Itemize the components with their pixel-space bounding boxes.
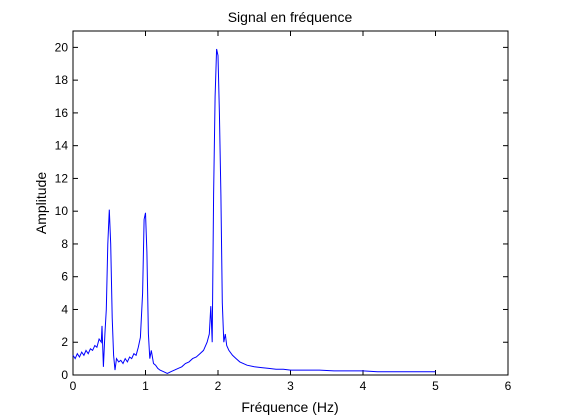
y-axis: 0 2 4 6 8 10 12 14 16 18 20 (55, 40, 508, 382)
y-tick-label: 12 (55, 171, 69, 185)
x-axis-label: Fréquence (Hz) (241, 399, 338, 415)
x-tick-label: 3 (287, 379, 294, 393)
y-tick-label: 18 (55, 73, 69, 87)
x-tick-label: 0 (70, 379, 77, 393)
x-tick-label: 5 (432, 379, 439, 393)
y-tick-label: 0 (61, 368, 68, 382)
x-tick-label: 6 (505, 379, 512, 393)
x-axis: 0 1 2 3 4 5 6 (70, 31, 512, 393)
y-tick-label: 20 (55, 40, 69, 54)
y-axis-label: Amplitude (33, 172, 49, 234)
y-tick-label: 4 (61, 302, 68, 316)
plot-area (72, 30, 509, 376)
y-tick-label: 10 (55, 204, 69, 218)
series-layer (72, 48, 436, 374)
y-tick-label: 6 (61, 270, 68, 284)
x-tick-label: 4 (360, 379, 367, 393)
chart-title: Signal en fréquence (228, 9, 353, 25)
y-tick-label: 16 (55, 106, 69, 120)
x-tick-label: 1 (142, 379, 149, 393)
y-tick-label: 14 (55, 139, 69, 153)
series-line (72, 48, 436, 374)
y-tick-label: 8 (61, 237, 68, 251)
x-tick-label: 2 (215, 379, 222, 393)
y-tick-label: 2 (61, 335, 68, 349)
